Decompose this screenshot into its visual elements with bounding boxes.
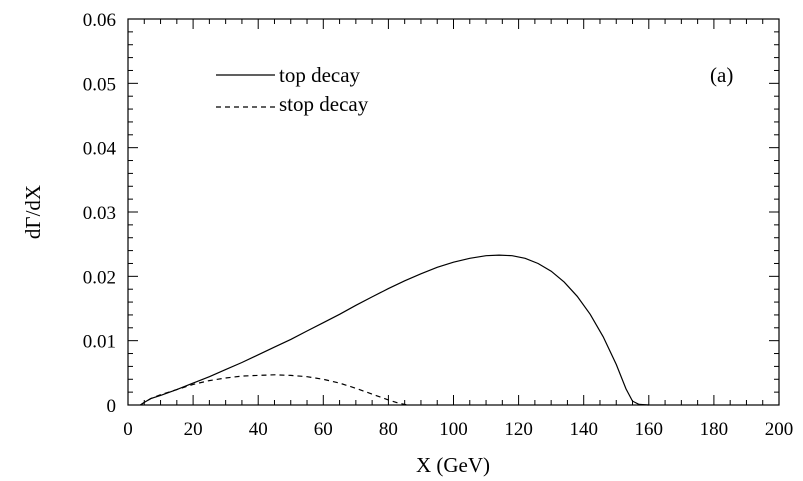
x-tick-label: 200 [765, 419, 794, 440]
y-tick-label: 0.02 [83, 267, 116, 288]
x-tick-label: 140 [569, 419, 598, 440]
x-tick-label: 80 [379, 419, 398, 440]
y-tick-label: 0.03 [83, 203, 116, 224]
y-tick-label: 0.01 [83, 332, 116, 353]
y-axis-title: dΓ/dX [21, 185, 45, 239]
legend-label-top-decay: top decay [279, 63, 361, 87]
y-tick-label: 0.04 [83, 139, 117, 160]
y-tick-label: 0.05 [83, 74, 116, 95]
axis-ticks [127, 18, 780, 406]
x-tick-label: 20 [184, 419, 203, 440]
y-tick-label: 0 [107, 396, 117, 417]
x-tick-label: 0 [123, 419, 133, 440]
x-tick-label: 40 [249, 419, 268, 440]
x-tick-label: 160 [635, 419, 664, 440]
legend-label-stop-decay: stop decay [279, 92, 369, 116]
y-axis-tick-labels: 0 0.01 0.02 0.03 0.04 0.05 0.06 [83, 10, 117, 417]
series-top-decay-line [140, 254, 649, 406]
panel-label: (a) [710, 63, 733, 87]
series-layer [140, 254, 649, 406]
x-tick-label: 120 [504, 419, 533, 440]
y-tick-label: 0.06 [83, 10, 116, 31]
x-axis-tick-labels: 0 20 40 60 80 100 120 140 160 180 200 [123, 419, 793, 440]
plot-frame [127, 18, 780, 406]
legend: top decay stop decay [216, 63, 369, 116]
x-axis-title: X (GeV) [416, 453, 490, 477]
x-tick-label: 180 [700, 419, 729, 440]
x-tick-label: 100 [439, 419, 468, 440]
series-stop-decay-line [140, 374, 409, 406]
x-tick-label: 60 [314, 419, 333, 440]
